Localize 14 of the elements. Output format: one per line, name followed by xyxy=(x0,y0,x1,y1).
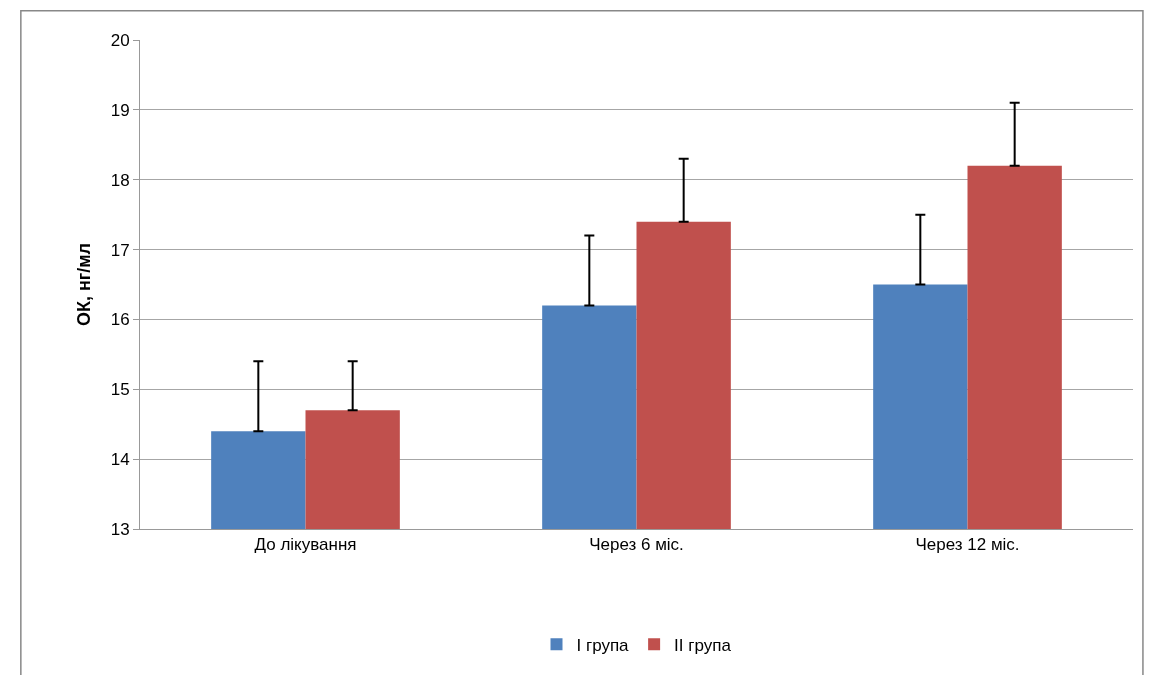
x-tick-label: Через 6 міс. xyxy=(589,535,684,555)
y-axis-title: ОК, нг/мл xyxy=(73,242,94,327)
legend-label: І група xyxy=(576,635,630,655)
y-tick-label: 16 xyxy=(110,310,130,330)
y-tick-label: 18 xyxy=(110,170,130,190)
x-tick-label: Через 12 міс. xyxy=(915,535,1020,555)
y-tick-label: 14 xyxy=(110,450,130,470)
legend-label: ІІ група xyxy=(674,635,732,655)
y-tick-label: 17 xyxy=(110,240,130,260)
y-tick-label: 13 xyxy=(110,519,130,539)
y-tick-label: 20 xyxy=(110,30,130,50)
y-tick-label: 19 xyxy=(110,100,130,120)
y-tick-label: 15 xyxy=(110,380,130,400)
x-tick-label: До лікування xyxy=(254,535,357,555)
